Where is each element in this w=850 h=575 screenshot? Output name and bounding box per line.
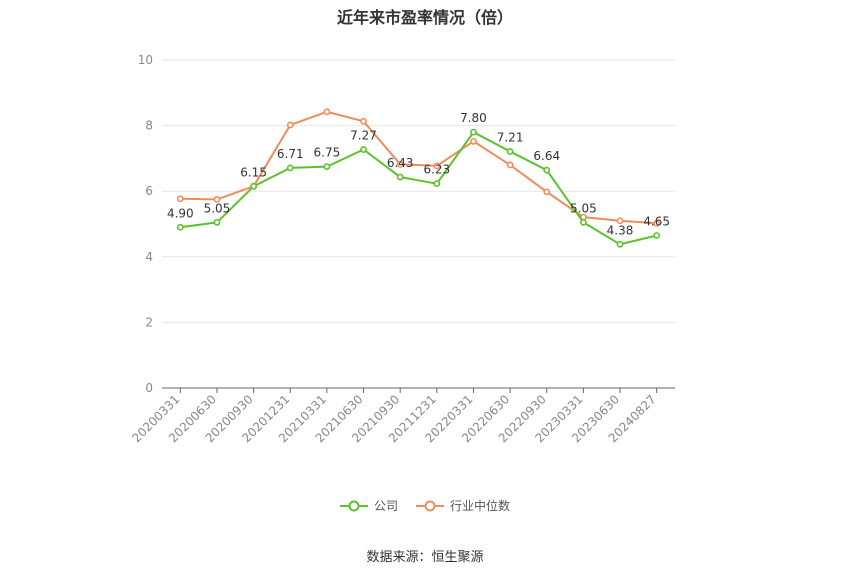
data-label: 7.80 xyxy=(460,111,487,125)
data-label: 6.64 xyxy=(533,149,560,163)
data-point xyxy=(360,146,367,153)
data-label: 6.43 xyxy=(387,156,414,170)
data-point xyxy=(616,240,624,248)
data-point xyxy=(323,108,331,116)
data-label: 7.21 xyxy=(497,131,524,145)
data-point xyxy=(323,163,331,170)
legend: 公司 行业中位数 xyxy=(0,497,850,514)
legend-item-company[interactable]: 公司 xyxy=(339,497,398,514)
data-label: 4.90 xyxy=(167,206,194,220)
legend-line-marker-icon xyxy=(339,500,368,511)
data-label: 6.75 xyxy=(314,146,341,160)
legend-label-company: 公司 xyxy=(373,499,398,513)
y-tick-label: 4 xyxy=(145,250,153,264)
data-point xyxy=(286,164,294,172)
data-label: 4.38 xyxy=(607,223,634,237)
chart-title: 近年来市盈率情况（倍） xyxy=(336,8,513,27)
data-point xyxy=(616,217,624,225)
data-point xyxy=(286,121,294,129)
y-tick-label: 2 xyxy=(145,315,153,329)
legend-item-industry-median[interactable]: 行业中位数 xyxy=(416,497,510,514)
series-line xyxy=(180,130,657,246)
data-point xyxy=(506,161,514,169)
data-point xyxy=(543,166,551,174)
data-label: 5.05 xyxy=(570,201,597,215)
legend-line-marker-icon xyxy=(416,500,444,511)
data-point xyxy=(653,232,661,239)
data-point xyxy=(470,137,477,145)
data-label: 4.65 xyxy=(643,214,670,228)
data-point xyxy=(176,195,184,203)
data-point xyxy=(470,128,477,136)
data-point xyxy=(213,195,221,203)
data-point xyxy=(433,180,441,188)
data-point xyxy=(506,148,514,155)
data-label: 6.15 xyxy=(240,165,267,179)
y-tick-label: 8 xyxy=(145,119,153,133)
data-label: 7.27 xyxy=(350,129,377,143)
legend-label-industry-median: 行业中位数 xyxy=(450,499,511,513)
data-point xyxy=(250,182,258,190)
data-point xyxy=(360,117,367,125)
data-point xyxy=(213,218,221,226)
y-tick-label: 6 xyxy=(145,184,153,198)
data-point xyxy=(543,188,551,196)
data-label: 6.23 xyxy=(423,163,450,177)
y-tick-label: 10 xyxy=(138,53,153,67)
y-tick-label: 0 xyxy=(145,381,153,395)
data-label: 5.05 xyxy=(204,201,231,215)
line-chart: 0246810202003312020063020200930202012312… xyxy=(129,53,675,445)
data-point xyxy=(433,162,441,170)
source-note: 数据来源：恒生聚源 xyxy=(366,550,484,565)
data-point xyxy=(176,223,184,231)
data-point xyxy=(579,218,587,226)
data-point xyxy=(396,160,404,168)
data-point xyxy=(653,219,661,227)
data-point xyxy=(396,173,404,181)
data-label: 6.71 xyxy=(277,147,304,161)
